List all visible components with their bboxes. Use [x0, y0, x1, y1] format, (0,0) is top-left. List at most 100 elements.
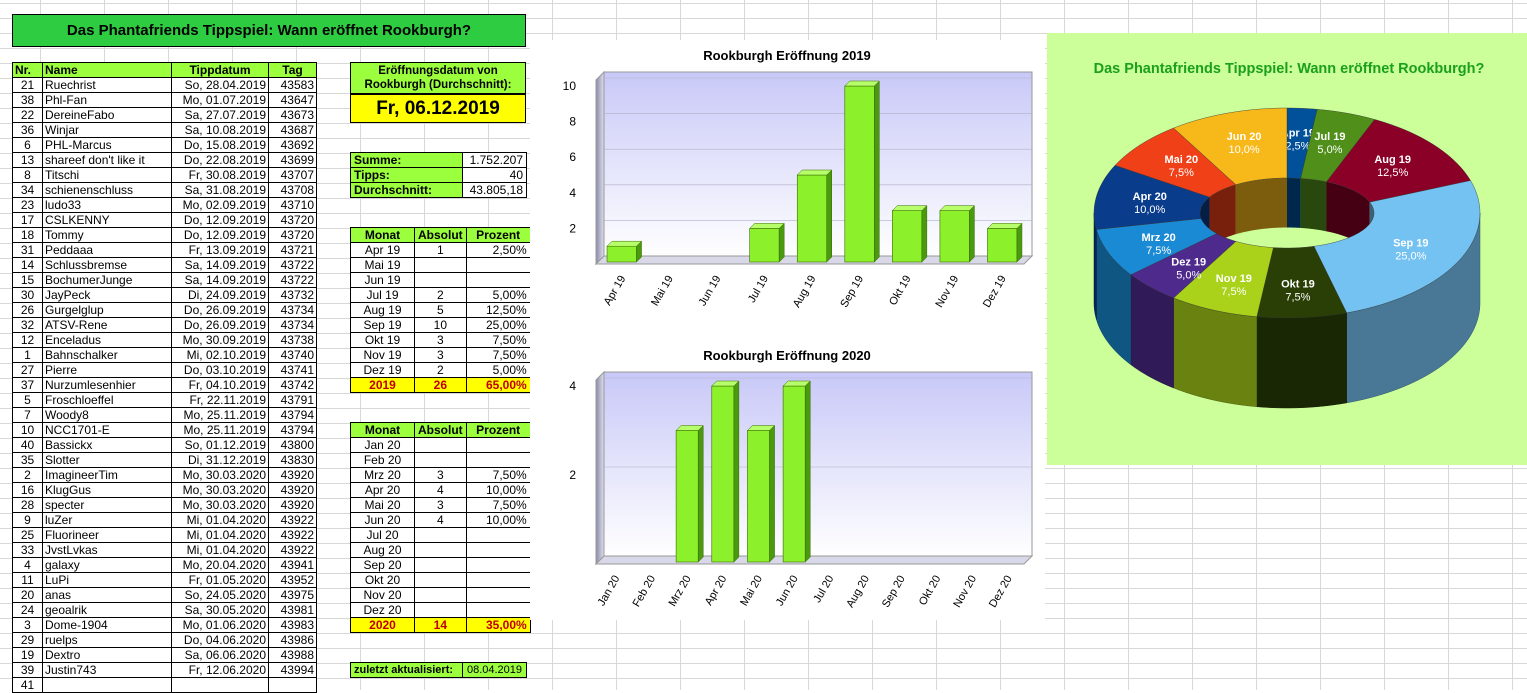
month-absolute[interactable]: 2 [414, 362, 467, 378]
cell-nr[interactable]: 39 [12, 662, 43, 678]
cell-tippdatum[interactable]: Mo, 01.07.2019 [171, 92, 269, 108]
cell-tippdatum[interactable]: Mo, 20.04.2020 [171, 557, 269, 573]
bar[interactable] [711, 385, 735, 563]
sheet-title[interactable]: Das Phantafriends Tippspiel: Wann eröffn… [12, 14, 526, 47]
month-label[interactable]: Okt 20 [350, 572, 415, 588]
cell-nr[interactable]: 14 [12, 257, 43, 273]
cell-nr[interactable]: 25 [12, 527, 43, 543]
cell-nr[interactable]: 18 [12, 227, 43, 243]
month-label[interactable]: Jul 20 [350, 527, 415, 543]
cell-nr[interactable]: 1 [12, 347, 43, 363]
cell-name[interactable]: Justin743 [42, 662, 172, 678]
month-label[interactable]: Jun 20 [350, 512, 415, 528]
stat-value[interactable]: 40 [462, 167, 527, 183]
cell-tippdatum[interactable]: So, 24.05.2020 [171, 587, 269, 603]
cell-nr[interactable]: 27 [12, 362, 43, 378]
cell-name[interactable]: anas [42, 587, 172, 603]
month-absolute[interactable] [414, 587, 467, 603]
cell-tag[interactable]: 43981 [268, 602, 317, 618]
month-percent[interactable] [465, 572, 531, 588]
cell-name[interactable]: BochumerJunge [42, 272, 172, 288]
cell-tippdatum[interactable]: Mo, 02.09.2019 [171, 197, 269, 213]
month-absolute[interactable]: 1 [414, 242, 467, 258]
month-absolute[interactable] [414, 557, 467, 573]
year-total-absolute[interactable]: 26 [414, 377, 467, 393]
header-tag[interactable]: Tag [268, 62, 317, 78]
month-label[interactable]: Aug 19 [350, 302, 415, 318]
cell-nr[interactable]: 31 [12, 242, 43, 258]
cell-name[interactable]: shareef don't like it [42, 152, 172, 168]
month-label[interactable]: Nov 19 [350, 347, 415, 363]
bar[interactable] [747, 430, 770, 563]
cell-name[interactable]: geoalrik [42, 602, 172, 618]
cell-tippdatum[interactable]: Sa, 06.06.2020 [171, 647, 269, 663]
cell-name[interactable]: ATSV-Rene [42, 317, 172, 333]
cell-name[interactable]: CSLKENNY [42, 212, 172, 228]
cell-nr[interactable]: 33 [12, 542, 43, 558]
cell-tippdatum[interactable]: Di, 24.09.2019 [171, 287, 269, 303]
year-total-label[interactable]: 2019 [350, 377, 415, 393]
cell-tippdatum[interactable]: Do, 12.09.2019 [171, 212, 269, 228]
header-tippdatum[interactable]: Tippdatum [171, 62, 269, 78]
cell-nr[interactable]: 21 [12, 77, 43, 93]
month-label[interactable]: Aug 20 [350, 542, 415, 558]
cell-nr[interactable]: 22 [12, 107, 43, 123]
month-label[interactable]: Mrz 20 [350, 467, 415, 483]
stat-label[interactable]: Summe: [350, 152, 463, 168]
month-percent[interactable] [465, 542, 531, 558]
bar[interactable] [844, 85, 875, 263]
cell-nr[interactable]: 30 [12, 287, 43, 303]
month-absolute[interactable]: 3 [414, 347, 467, 363]
cell-tippdatum[interactable]: Sa, 10.08.2019 [171, 122, 269, 138]
cell-nr[interactable]: 15 [12, 272, 43, 288]
cell-tippdatum[interactable]: Do, 12.09.2019 [171, 227, 269, 243]
month-absolute[interactable]: 4 [414, 512, 467, 528]
cell-tag[interactable]: 43647 [268, 92, 317, 108]
bar[interactable] [782, 385, 806, 563]
month-label[interactable]: Sep 20 [350, 557, 415, 573]
bar[interactable] [939, 210, 970, 263]
cell-tippdatum[interactable]: Do, 26.09.2019 [171, 317, 269, 333]
cell-tippdatum[interactable]: Sa, 30.05.2020 [171, 602, 269, 618]
cell-tag[interactable]: 43720 [268, 212, 317, 228]
month-percent[interactable]: 10,00% [465, 512, 531, 528]
cell-name[interactable]: Winjar [42, 122, 172, 138]
bar[interactable] [606, 245, 637, 263]
cell-name[interactable]: JvstLvkas [42, 542, 172, 558]
month-absolute[interactable]: 3 [414, 467, 467, 483]
month-label[interactable]: Sep 19 [350, 317, 415, 333]
cell-tag[interactable]: 43830 [268, 452, 317, 468]
cell-nr[interactable]: 13 [12, 152, 43, 168]
cell-tippdatum[interactable]: Sa, 31.08.2019 [171, 182, 269, 198]
cell-tag[interactable]: 43741 [268, 362, 317, 378]
cell-nr[interactable]: 20 [12, 587, 43, 603]
month-absolute[interactable] [414, 527, 467, 543]
cell-nr[interactable]: 12 [12, 332, 43, 348]
cell-name[interactable] [42, 677, 172, 693]
cell-tippdatum[interactable]: Do, 03.10.2019 [171, 362, 269, 378]
cell-name[interactable]: Bahnschalker [42, 347, 172, 363]
month-label[interactable]: Dez 19 [350, 362, 415, 378]
month-absolute[interactable] [414, 452, 467, 468]
month-percent[interactable] [465, 272, 531, 288]
cell-nr[interactable]: 34 [12, 182, 43, 198]
cell-nr[interactable]: 35 [12, 452, 43, 468]
cell-tag[interactable]: 43922 [268, 527, 317, 543]
month-absolute[interactable] [414, 572, 467, 588]
months-header-cell[interactable]: Monat [350, 227, 415, 243]
cell-name[interactable]: Dome-1904 [42, 617, 172, 633]
opening-date-label[interactable]: Eröffnungsdatum von Rookburgh (Durchschn… [350, 62, 526, 94]
cell-tag[interactable]: 43721 [268, 242, 317, 258]
cell-tippdatum[interactable]: Mi, 01.04.2020 [171, 512, 269, 528]
cell-tippdatum[interactable]: Fr, 30.08.2019 [171, 167, 269, 183]
cell-name[interactable]: Enceladus [42, 332, 172, 348]
cell-tag[interactable]: 43983 [268, 617, 317, 633]
cell-nr[interactable]: 7 [12, 407, 43, 423]
cell-tippdatum[interactable]: Mi, 01.04.2020 [171, 527, 269, 543]
month-percent[interactable]: 25,00% [465, 317, 531, 333]
cell-tag[interactable]: 43794 [268, 422, 317, 438]
month-label[interactable]: Mai 20 [350, 497, 415, 513]
months-header-cell[interactable]: Monat [350, 422, 415, 438]
cell-name[interactable]: LuPi [42, 572, 172, 588]
month-percent[interactable] [465, 437, 531, 453]
